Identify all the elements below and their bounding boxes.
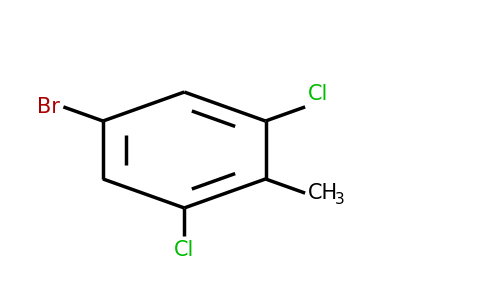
Text: CH: CH: [308, 183, 338, 203]
Text: Cl: Cl: [174, 240, 195, 260]
Text: Br: Br: [37, 97, 60, 117]
Text: Cl: Cl: [308, 84, 328, 104]
Text: 3: 3: [334, 192, 344, 207]
